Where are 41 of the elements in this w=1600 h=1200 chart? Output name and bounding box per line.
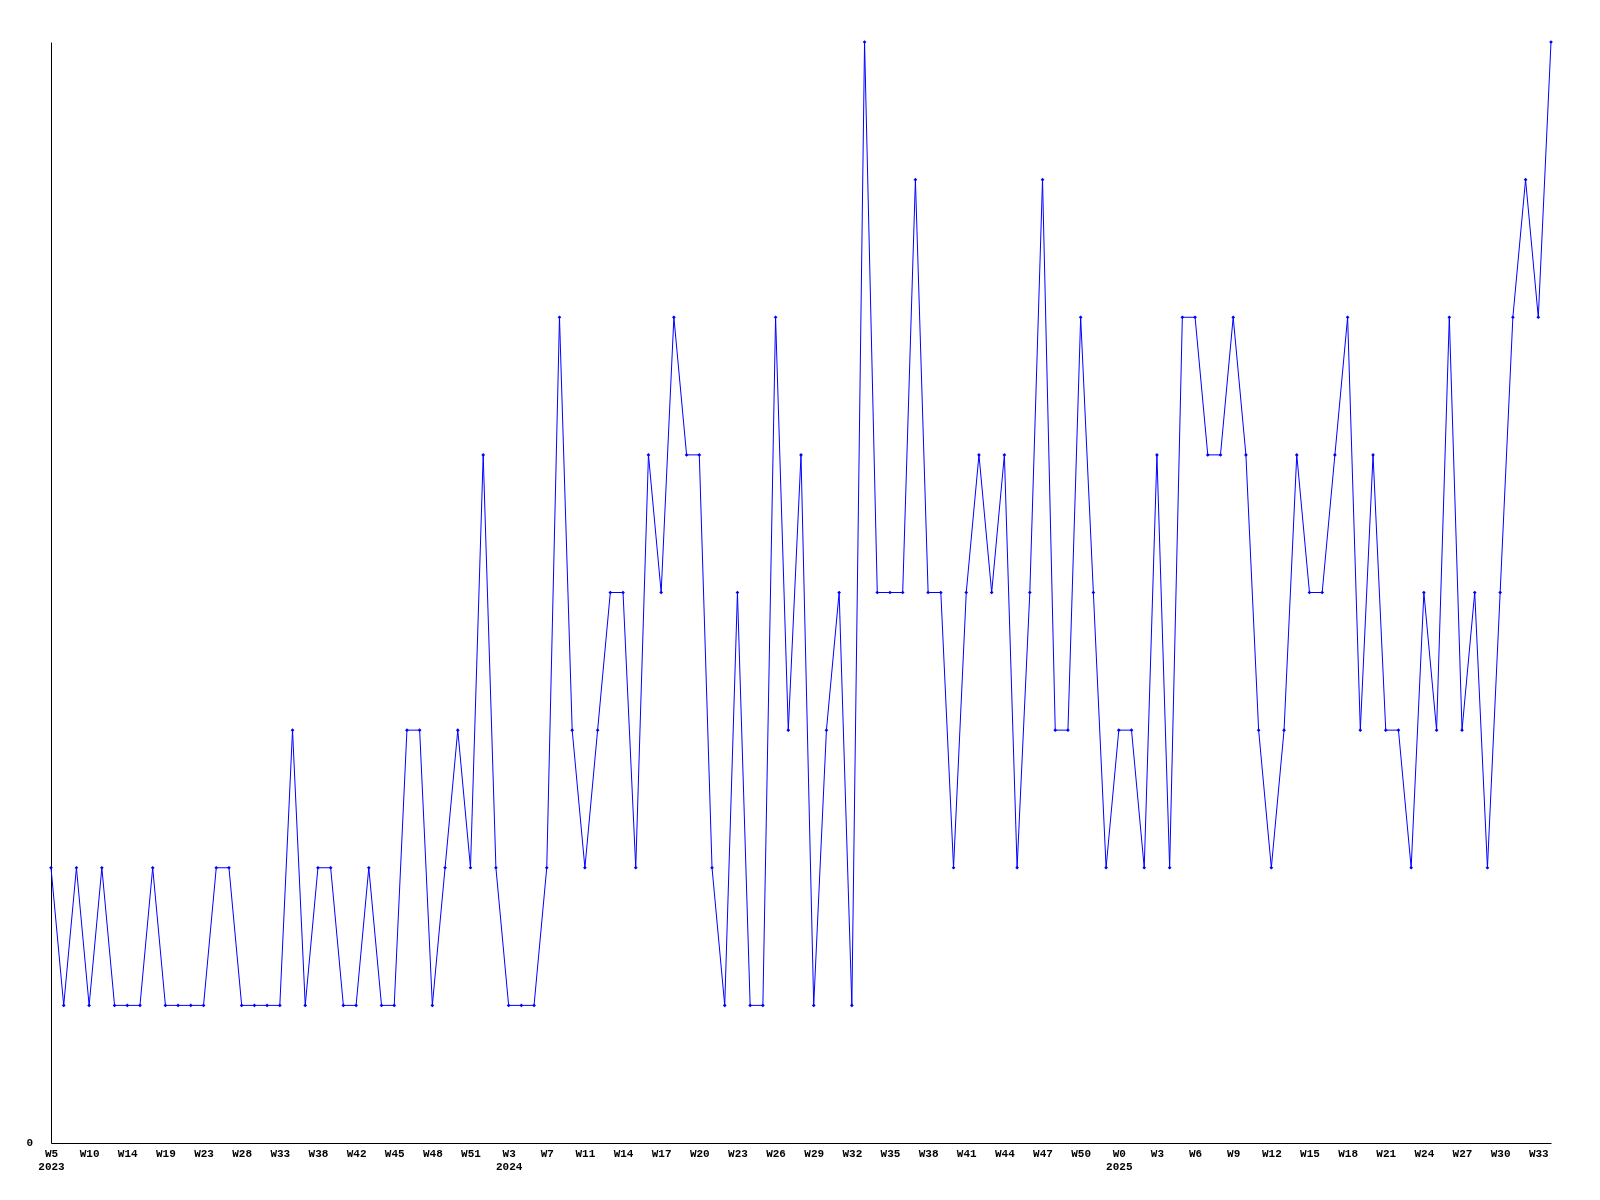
x-tick-label: W7: [540, 1147, 554, 1160]
x-tick-label: W23: [728, 1147, 749, 1160]
x-tick-label: W26: [766, 1147, 786, 1160]
x-tick-label: W51: [461, 1147, 482, 1160]
x-tick-label: W19: [156, 1147, 176, 1160]
x-tick-label: W35: [880, 1147, 901, 1160]
x-tick-label: W21: [1376, 1147, 1397, 1160]
x-tick-label: W6: [1188, 1147, 1203, 1160]
x-tick-label: W28: [232, 1147, 253, 1160]
x-tick-label: W23: [194, 1147, 215, 1160]
x-tick-label: W42: [346, 1147, 367, 1160]
x-tick-label: W0 2025: [1106, 1147, 1133, 1173]
x-tick-label: W30: [1490, 1147, 1511, 1160]
x-tick-label: W38: [918, 1147, 939, 1160]
x-tick-label: W24: [1414, 1147, 1435, 1160]
text: 0: [26, 1137, 33, 1149]
x-tick-label: W5 2023: [38, 1147, 66, 1173]
x-tick-label: W45: [384, 1147, 406, 1160]
x-tick-label: W11: [575, 1147, 596, 1160]
x-tick-label: W29: [804, 1147, 825, 1160]
x-tick-label: W10: [79, 1147, 100, 1160]
x-tick-label: W48: [422, 1147, 444, 1160]
x-tick-label: W33: [270, 1147, 291, 1160]
x-tick-label: W38: [308, 1147, 329, 1160]
x-tick-label: W44: [994, 1147, 1016, 1160]
x-tick-label: W50: [1071, 1147, 1092, 1160]
x-tick-label: W41: [956, 1147, 978, 1160]
x-tick-label: W17: [651, 1147, 672, 1160]
x-tick-label: W3 2024: [495, 1147, 523, 1173]
x-tick-label: W15: [1300, 1147, 1321, 1160]
x-tick-label: W12: [1261, 1147, 1282, 1160]
x-tick-label: W47: [1033, 1147, 1053, 1160]
x-tick-label: W33: [1528, 1147, 1550, 1160]
x-tick-label: W32: [842, 1147, 863, 1160]
x-tick-label: W20: [689, 1147, 710, 1160]
x-tick-label: W14: [117, 1147, 139, 1160]
x-tick-label: W9: [1227, 1147, 1241, 1160]
x-tick-label: W18: [1338, 1147, 1359, 1160]
x-tick-label: W14: [613, 1147, 634, 1160]
x-tick-label: W27: [1452, 1147, 1473, 1160]
x-tick-label: W3: [1150, 1147, 1165, 1160]
